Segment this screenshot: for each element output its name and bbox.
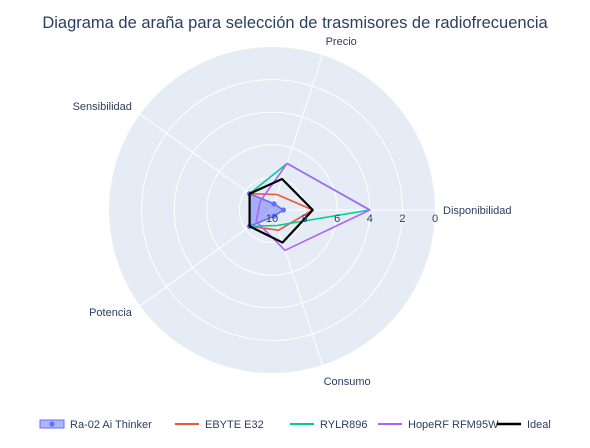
series-4 (248, 177, 314, 244)
radial-tick-0: 10 (266, 213, 278, 225)
series-line-4 (248, 177, 314, 244)
legend-marker-0 (49, 421, 55, 427)
legend-label-1: EBYTE E32 (205, 419, 264, 431)
axis-label-2: Sensibilidad (73, 101, 132, 113)
axis-label-1: Precio (326, 36, 357, 48)
legend-item-3[interactable]: HopeRF RFM95W (378, 419, 499, 431)
radial-tick-1: 8 (302, 213, 308, 225)
legend-label-3: HopeRF RFM95W (408, 419, 499, 431)
radial-tick-5: 0 (432, 213, 438, 225)
series-3 (255, 162, 371, 252)
spoke-4 (271, 209, 323, 366)
radial-tick-labels: 10 8 6 4 2 0 (266, 213, 438, 225)
axis-label-0: Disponibilidad (443, 205, 512, 217)
radial-tick-2: 6 (334, 213, 340, 225)
axis-labels: Disponibilidad Precio Sensibilidad Potencia… (73, 36, 512, 388)
legend-item-0[interactable]: Ra-02 Ai Thinker (39, 419, 152, 431)
legend-label-0: Ra-02 Ai Thinker (70, 419, 152, 431)
series-line-3 (255, 162, 371, 252)
chart-title: Diagrama de araña para selección de tras… (42, 14, 548, 32)
spoke-1 (271, 54, 323, 211)
series-0-point-0 (280, 207, 287, 213)
axis-label-3: Potencia (89, 307, 133, 319)
series-0-point-1 (271, 201, 277, 207)
radial-tick-4: 2 (399, 213, 405, 225)
series-traces (246, 162, 371, 252)
legend-item-4[interactable]: Ideal (497, 419, 551, 431)
series-0-point-4 (271, 213, 277, 219)
axis-label-4: Consumo (324, 376, 371, 388)
legend-label-2: RYLR896 (320, 419, 368, 431)
radial-tick-3: 4 (367, 213, 373, 225)
legend: Ra-02 Ai Thinker EBYTE E32 RYLR896 HopeRF R… (39, 419, 551, 431)
legend-label-4: Ideal (527, 419, 551, 431)
legend-item-2[interactable]: RYLR896 (290, 419, 368, 431)
legend-item-1[interactable]: EBYTE E32 (175, 419, 264, 431)
